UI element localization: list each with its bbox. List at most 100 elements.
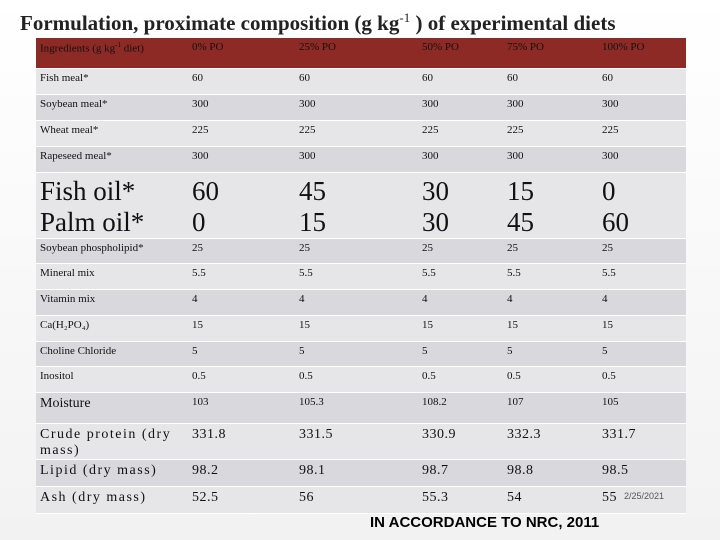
table-cell: 55.3 [418, 486, 503, 514]
table-cell: Choline Chloride [36, 341, 188, 367]
cell-line: 30 [422, 176, 449, 206]
table-cell: 105 [598, 392, 686, 424]
table-cell: 25 [188, 238, 295, 264]
table-row: Choline Chloride 5 5 5 5 5 [36, 341, 686, 367]
table-cell: 55 [598, 486, 686, 514]
table-cell: 0.5 [188, 366, 295, 393]
table-cell: 300 [188, 146, 295, 173]
table-cell: 4 [503, 289, 598, 316]
table-cell: 300 [188, 94, 295, 121]
table-cell: 15 [598, 315, 686, 342]
table-cell: 5 [295, 341, 418, 367]
table-cell: Soybean phospholipid* [36, 238, 188, 264]
table-row: Lipid (dry mass) 98.2 98.1 98.7 98.8 98.5 [36, 459, 686, 487]
table-cell: 52.5 [188, 486, 295, 514]
table-cell: 300 [295, 146, 418, 173]
table-cell: 5.5 [598, 263, 686, 290]
table-row: Ash (dry mass) 52.5 56 55.3 54 55 [36, 486, 686, 514]
table-cell: 0.5 [418, 366, 503, 393]
table-cell: 5 [418, 341, 503, 367]
table-cell: 5 [598, 341, 686, 367]
table-cell: 60 [295, 68, 418, 95]
table-row: Inositol 0.5 0.5 0.5 0.5 0.5 [36, 366, 686, 393]
table-cell: 98.1 [295, 459, 418, 487]
header-row: Ingredients (g kg-1 diet) 0% PO 25% PO 50% … [36, 38, 686, 69]
table-cell: Lipid (dry mass) [36, 459, 188, 487]
table-row: Fish meal* 60 60 60 60 60 [36, 68, 686, 95]
table-cell: 98.7 [418, 459, 503, 487]
table-row: Crude protein (dry mass) 331.8 331.5 330.9 3… [36, 423, 686, 460]
cell-line: 0 [192, 207, 206, 237]
note: IN ACCORDANCE TO NRC, 2011 [370, 514, 600, 531]
cell-line: 15 [299, 207, 326, 237]
table-cell: 98.8 [503, 459, 598, 487]
table-cell: 300 [503, 94, 598, 121]
table-cell: 300 [598, 146, 686, 173]
table-cell: 25 [503, 238, 598, 264]
table-cell: 4 [295, 289, 418, 316]
table-cell: 15 [295, 315, 418, 342]
table-cell: 225 [418, 120, 503, 147]
table-cell: Fish oil* Palm oil* [36, 172, 188, 239]
table-cell: Ca(H₂PO₄) [36, 315, 188, 342]
table-cell: Inositol [36, 366, 188, 393]
table-cell: 30 30 [418, 172, 503, 239]
table-cell: 300 [418, 146, 503, 173]
table-row: Soybean meal* 300 300 300 300 300 [36, 94, 686, 121]
table-cell: 60 [598, 68, 686, 95]
cell-line: 60 [602, 207, 629, 237]
cell-line: 60 [192, 176, 219, 206]
table-cell: 25 [418, 238, 503, 264]
table-cell: 0.5 [598, 366, 686, 393]
table-cell: 331.8 [188, 423, 295, 460]
title-text: ) of experimental diets [410, 11, 616, 35]
date: 2/25/2021 [624, 491, 665, 501]
table-cell: 25 [295, 238, 418, 264]
header-cell: 0% PO [188, 38, 295, 69]
table-row: Soybean phospholipid* 25 25 25 25 25 [36, 238, 686, 264]
table-cell: 300 [598, 94, 686, 121]
table-cell: Rapeseed meal* [36, 146, 188, 173]
table-cell: 0 60 [598, 172, 686, 239]
cell-line: 0 [602, 176, 616, 206]
cell-line: 45 [507, 207, 534, 237]
table-cell: Vitamin mix [36, 289, 188, 316]
table-cell: 60 [503, 68, 598, 95]
table-cell: Wheat meal* [36, 120, 188, 147]
header-cell: 25% PO [295, 38, 418, 69]
header-cell: 50% PO [418, 38, 503, 69]
table-cell: 60 0 [188, 172, 295, 239]
table-cell: 45 15 [295, 172, 418, 239]
table-cell: 5.5 [188, 263, 295, 290]
header-cell: 75% PO [503, 38, 598, 69]
table-cell: 300 [418, 94, 503, 121]
table-cell: 15 [503, 315, 598, 342]
table-cell: 103 [188, 392, 295, 424]
table-cell: 4 [188, 289, 295, 316]
table-cell: 56 [295, 486, 418, 514]
header-cell: 100% PO [598, 38, 686, 69]
table-body: Fish meal* 60 60 60 60 60 Soybean meal* 300 300 3… [36, 68, 686, 514]
table-cell: 0.5 [503, 366, 598, 393]
table-cell: 5.5 [295, 263, 418, 290]
table-row: Moisture 103 105.3 108.2 107 105 [36, 392, 686, 424]
table-cell: 60 [418, 68, 503, 95]
table: Ingredients (g kg-1 diet) 0% PO 25% PO 50% … [36, 38, 686, 514]
table-cell: 105.3 [295, 392, 418, 424]
table-cell: 15 [188, 315, 295, 342]
cell-line: Fish oil* [40, 176, 136, 206]
table-cell: 54 [503, 486, 598, 514]
table-cell: 225 [188, 120, 295, 147]
table-cell: 0.5 [295, 366, 418, 393]
table-cell: Soybean meal* [36, 94, 188, 121]
cell-line: 15 [507, 176, 534, 206]
table-cell: 331.7 [598, 423, 686, 460]
table-cell: 15 [418, 315, 503, 342]
table-cell: 60 [188, 68, 295, 95]
table-row: Vitamin mix 4 4 4 4 4 [36, 289, 686, 316]
header-text: diet) [121, 42, 144, 55]
table-cell: Mineral mix [36, 263, 188, 290]
table-cell: 225 [503, 120, 598, 147]
cell-line: 30 [422, 207, 449, 237]
title: Formulation, proximate composition (g kg… [20, 10, 616, 36]
